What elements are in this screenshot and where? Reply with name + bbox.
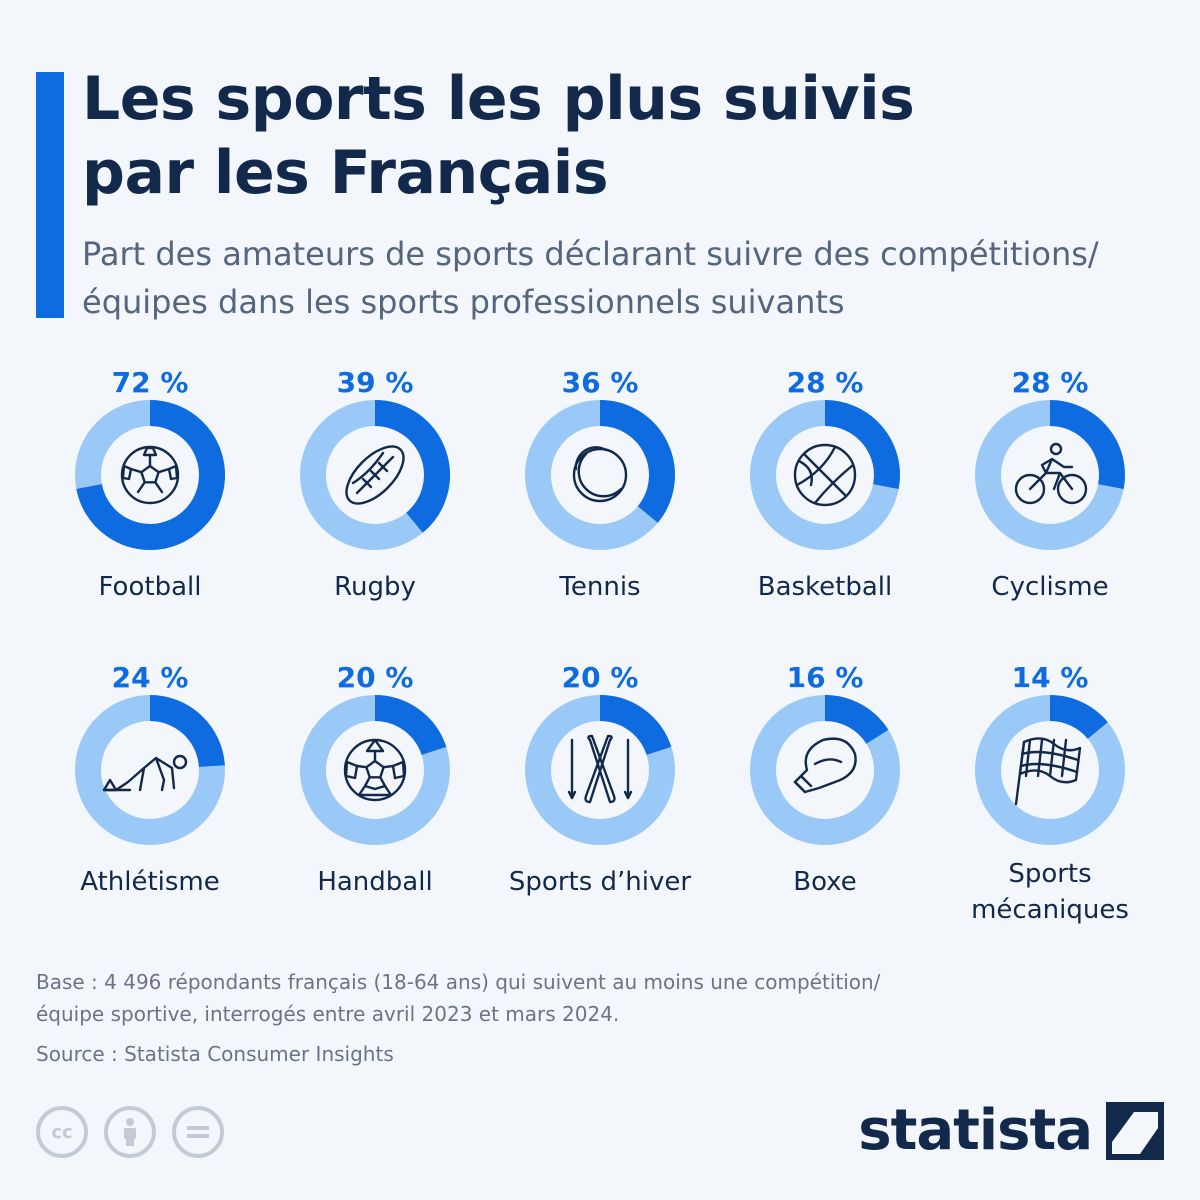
attribution-icon[interactable] [104,1106,156,1158]
category-label: Basketball [758,572,893,602]
tennis-ball-icon [572,446,628,503]
page-subtitle: Part des amateurs de sports déclarant su… [82,230,1182,326]
category-label: Sports mécaniques [971,859,1129,925]
chart-canvas: 72 % Football 39 % Rugby 36 % Tennis 28 % Baske… [75,366,1129,925]
value-label: 14 % [1012,661,1089,694]
donut-segment [76,400,225,550]
donut-segment [824,695,889,745]
donut-segment [374,695,447,756]
value-label: 20 % [337,661,414,694]
donut-segment [1049,400,1125,490]
donut-chart-grid: 72 % Football 39 % Rugby 36 % Tennis 28 % Baske… [0,340,1200,960]
subtitle-line-2: équipes dans les sports professionnels s… [82,283,845,321]
value-label: 39 % [337,366,414,399]
donut-segment [599,695,672,756]
category-label: Sports d’hiver [509,867,691,897]
category-label: Rugby [334,572,416,602]
donut-segment [599,400,675,523]
value-label: 20 % [562,661,639,694]
checkered-flag-icon [1014,737,1082,806]
donut-segment [374,400,450,533]
title-line-1: Les sports les plus suivis [82,64,915,134]
subtitle-line-1: Part des amateurs de sports déclarant su… [82,235,1099,273]
license-icons: cc [36,1106,224,1158]
logo-wordmark: statista [858,1098,1093,1163]
value-label: 16 % [787,661,864,694]
category-label: Boxe [793,867,857,897]
skis-icon [567,734,633,804]
category-label: Football [99,572,202,602]
value-label: 28 % [787,366,864,399]
category-label: Tennis [558,572,640,602]
statista-logo[interactable]: statista [858,1098,1164,1163]
donut-segment [824,400,900,490]
page-title: Les sports les plus suivis par les Franç… [82,62,1162,210]
base-note-line-2: équipe sportive, interrogés entre avril … [36,1002,620,1026]
statista-mark-icon [1106,1101,1164,1160]
creative-commons-icon[interactable]: cc [36,1106,88,1158]
donut-segment [149,695,225,768]
value-label: 28 % [1012,366,1089,399]
value-label: 36 % [562,366,639,399]
soccer-ball-icon [120,445,180,505]
base-note-line-1: Base : 4 496 répondants français (18-64 … [36,970,881,994]
no-derivatives-icon[interactable] [172,1106,224,1158]
value-label: 72 % [112,366,189,399]
boxing-glove-icon [793,737,857,794]
sprinter-icon [102,754,188,792]
cyclist-icon [1014,442,1088,505]
source-note: Source : Statista Consumer Insights [36,1042,394,1066]
rugby-ball-icon [345,445,405,505]
title-accent-bar [36,72,64,318]
title-line-2: par les Français [82,138,609,208]
category-label: Handball [317,867,432,897]
category-label: Athlétisme [80,867,220,897]
footer-notes: Base : 4 496 répondants français (18-64 … [36,966,1156,1070]
donut-segment [1049,695,1108,740]
basketball-icon [793,443,857,507]
handball-icon [343,738,407,802]
value-label: 24 % [112,661,189,694]
category-label: Cyclisme [991,572,1108,602]
